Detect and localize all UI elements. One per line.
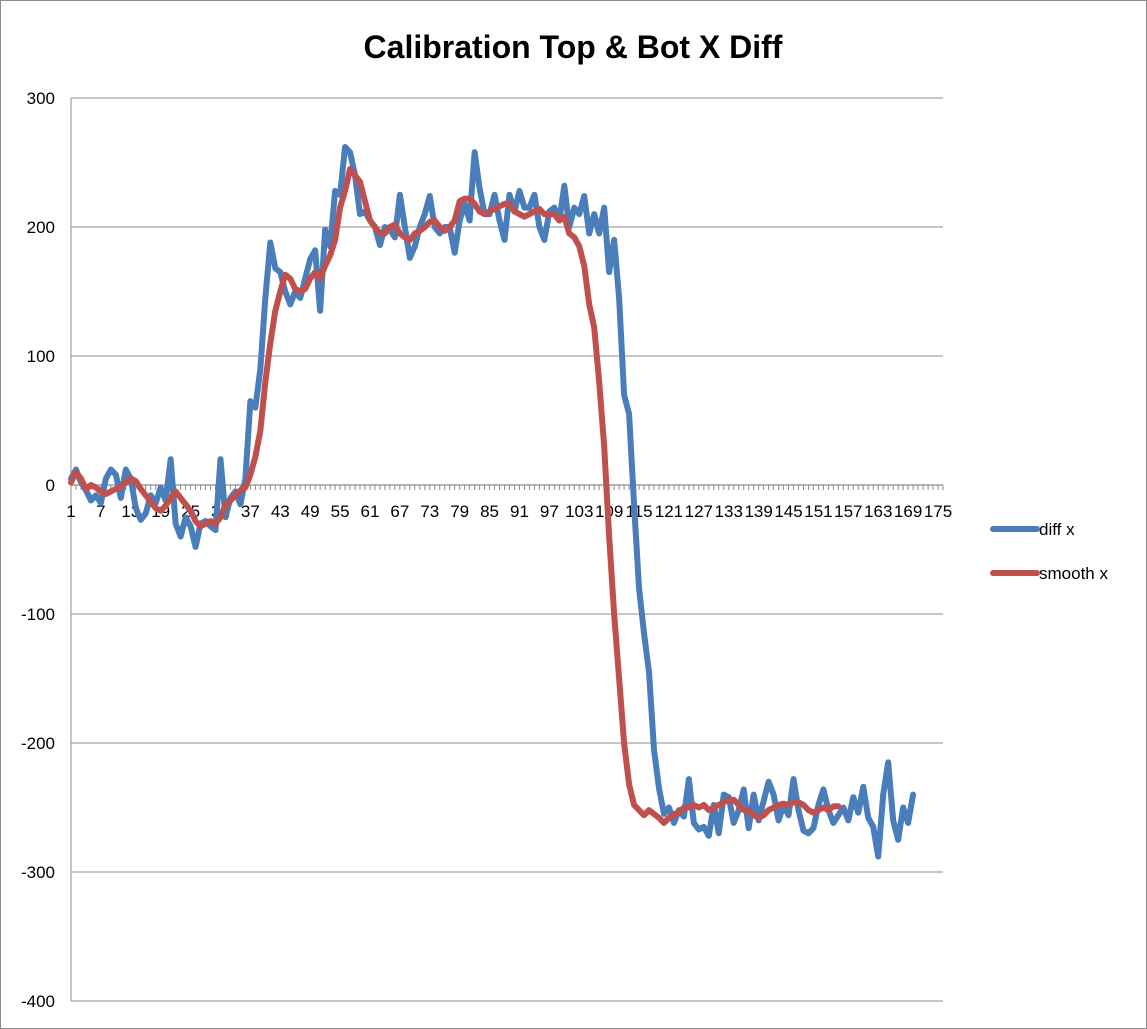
x-tick-label: 151 [804, 502, 832, 521]
x-tick-label: 103 [565, 502, 593, 521]
x-tick-label: 55 [331, 502, 350, 521]
x-tick-label: 115 [625, 502, 652, 521]
x-tick-label: 139 [744, 502, 772, 521]
x-tick-label: 85 [480, 502, 499, 521]
x-tick-label: 37 [241, 502, 260, 521]
x-tick-label: 91 [510, 502, 529, 521]
x-tick-label: 79 [450, 502, 469, 521]
x-tick-label: 145 [774, 502, 802, 521]
y-tick-label: -100 [21, 605, 55, 624]
y-tick-label: -400 [21, 992, 55, 1011]
x-tick-label: 67 [390, 502, 409, 521]
y-tick-label: -300 [21, 863, 55, 882]
legend-label-diff-x: diff x [1039, 520, 1075, 539]
series-line-smooth-x [68, 165, 842, 826]
x-tick-label: 169 [894, 502, 922, 521]
y-tick-label: 100 [27, 347, 55, 366]
x-tick-label: 127 [685, 502, 713, 521]
series-layer [68, 144, 917, 860]
x-tick-label: 1 [66, 502, 75, 521]
series-line-diff-x [68, 144, 917, 860]
x-tick-label: 163 [864, 502, 892, 521]
x-tick-label: 73 [420, 502, 439, 521]
y-tick-label: 300 [27, 89, 55, 108]
x-tick-label: 121 [655, 502, 683, 521]
chart-title: Calibration Top & Bot X Diff [364, 29, 783, 65]
x-tick-label: 43 [271, 502, 290, 521]
y-tick-label: 0 [46, 476, 55, 495]
legend: diff x smooth x [990, 520, 1108, 583]
x-tick-label: 49 [301, 502, 320, 521]
x-tick-label: 133 [715, 502, 743, 521]
x-tick-label: 157 [834, 502, 862, 521]
x-tick-label: 61 [361, 502, 380, 521]
x-tick-label: 175 [924, 502, 952, 521]
legend-label-smooth-x: smooth x [1039, 564, 1108, 583]
y-tick-label: -200 [21, 734, 55, 753]
x-tick-label: 7 [96, 502, 105, 521]
y-tick-label: 200 [27, 218, 55, 237]
x-tick-label: 97 [540, 502, 559, 521]
